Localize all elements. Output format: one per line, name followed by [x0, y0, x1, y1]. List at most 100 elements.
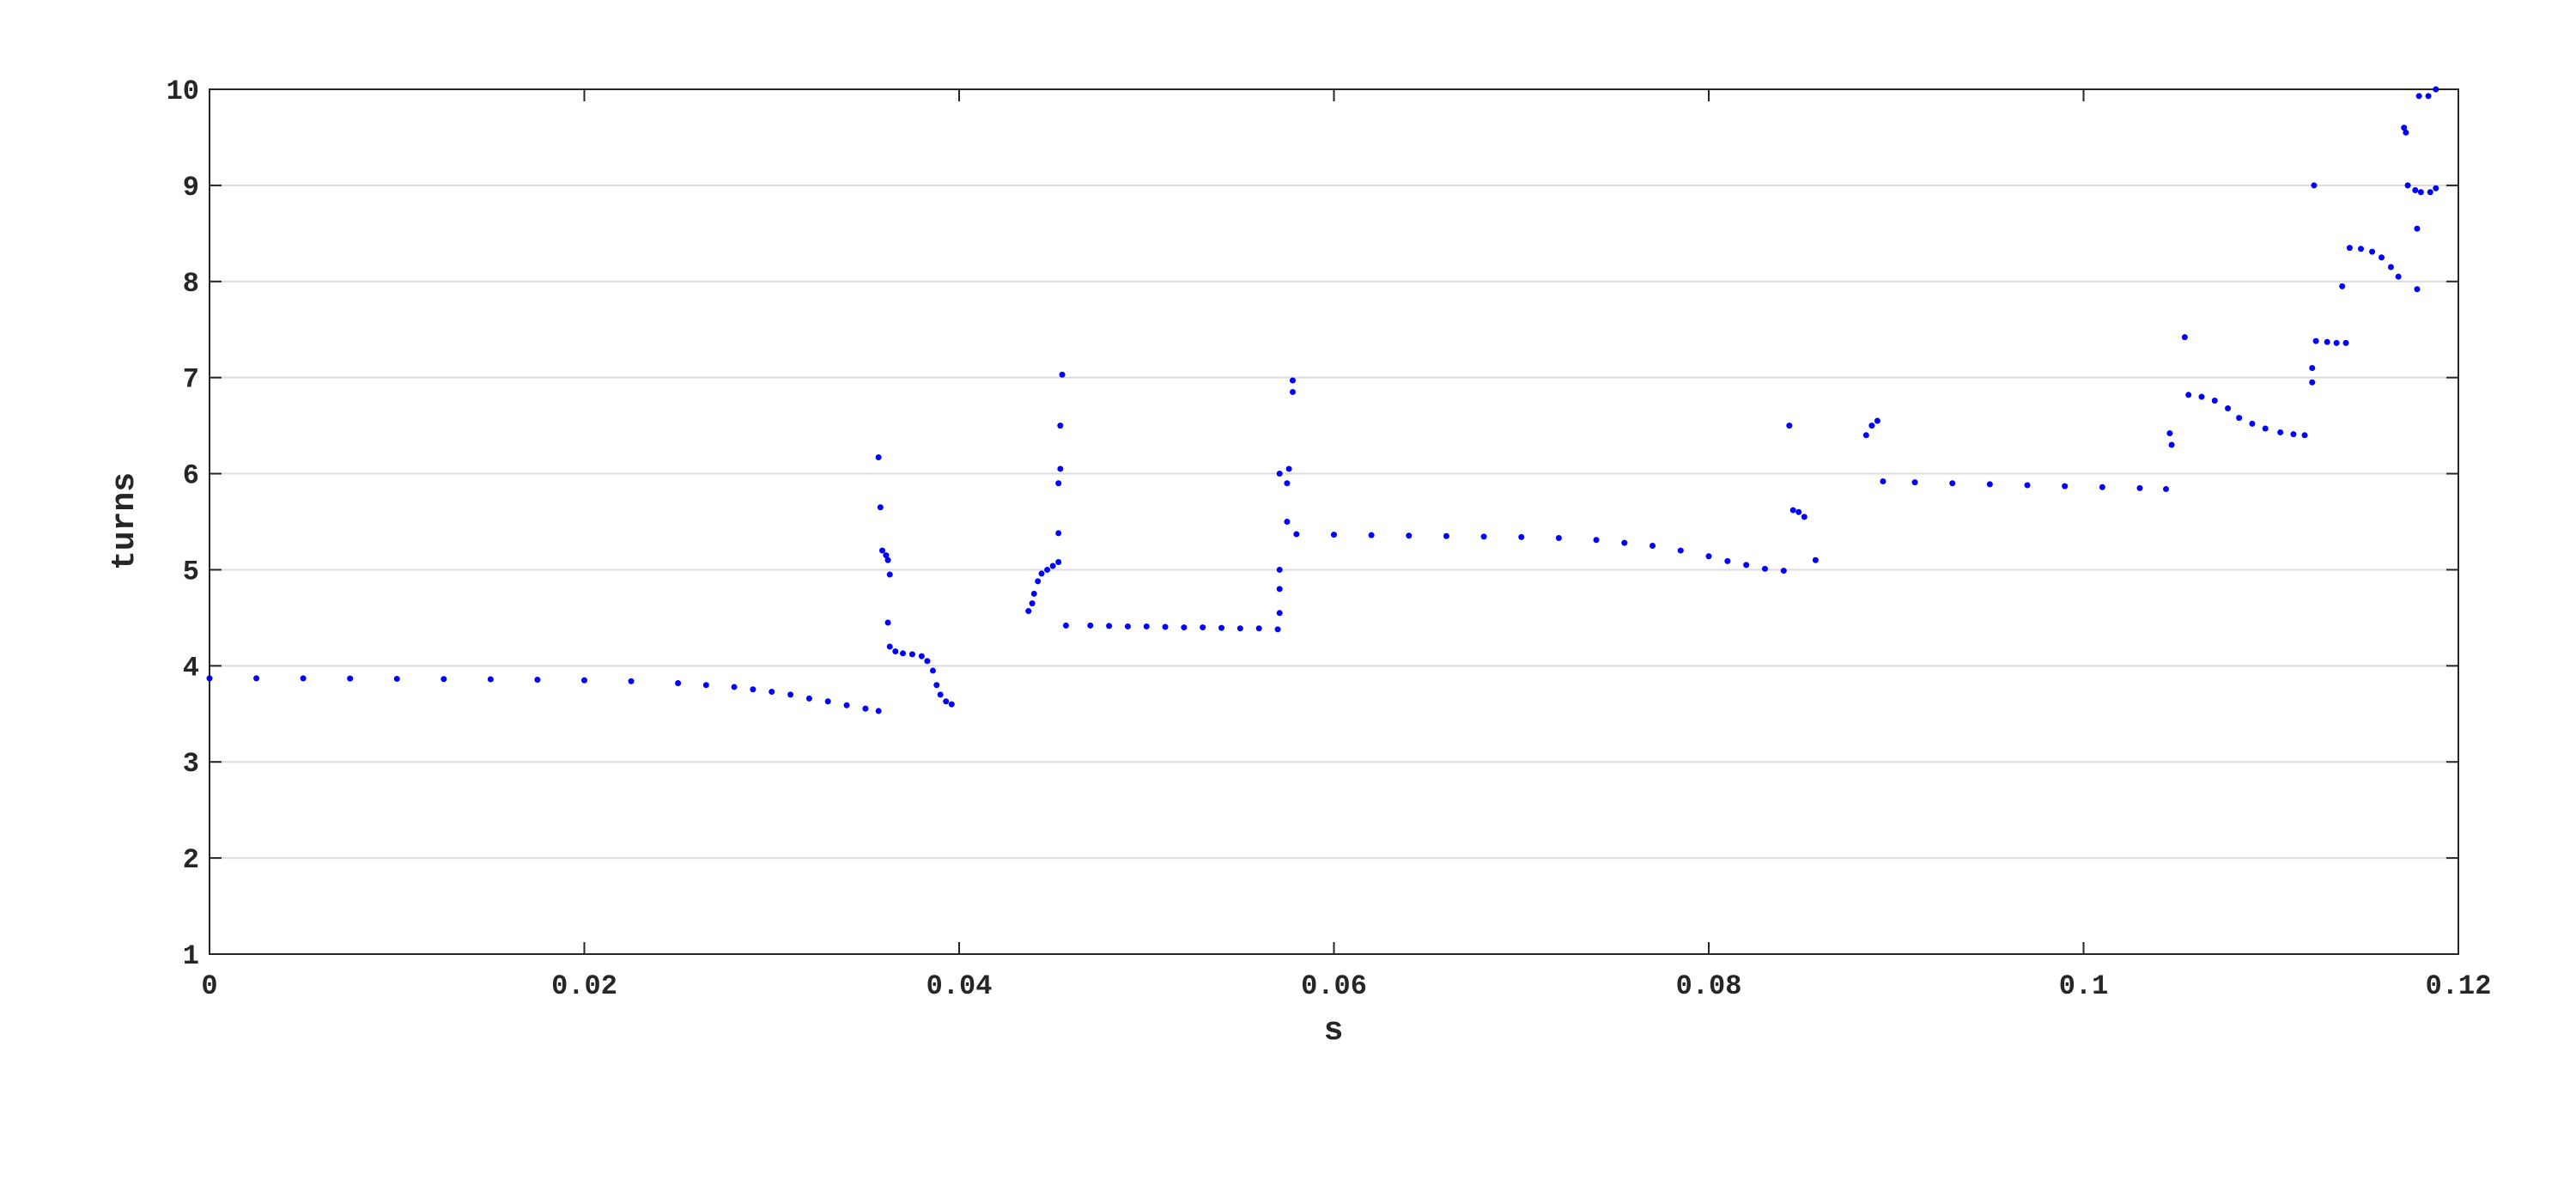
point [769, 689, 775, 696]
point [440, 676, 447, 683]
point [787, 691, 794, 698]
point [2404, 182, 2411, 189]
y-tick-label: 4 [183, 652, 199, 684]
point [1276, 586, 1283, 593]
point [1874, 417, 1880, 424]
point [2062, 483, 2069, 490]
y-tick-label: 2 [183, 844, 199, 876]
point [875, 708, 882, 714]
point [1200, 624, 1206, 631]
point [1724, 557, 1731, 564]
point [675, 679, 682, 686]
y-tick-label: 9 [183, 172, 199, 204]
point [1331, 532, 1337, 538]
plot-area [210, 89, 2458, 954]
point [862, 705, 869, 712]
point [2358, 246, 2365, 252]
point [884, 619, 891, 626]
point [948, 701, 955, 708]
point [2403, 129, 2409, 136]
point [2379, 254, 2385, 261]
point [2333, 339, 2340, 346]
point [2324, 338, 2330, 345]
point [886, 643, 893, 650]
point [843, 702, 850, 708]
point [1181, 624, 1188, 631]
point [1593, 537, 1600, 544]
point [2099, 483, 2105, 490]
point [2225, 404, 2232, 411]
point [534, 677, 541, 684]
point [2198, 393, 2205, 400]
point [1284, 519, 1291, 525]
point [1649, 542, 1656, 549]
point [2433, 185, 2439, 192]
point [2309, 364, 2316, 371]
point [1284, 480, 1291, 487]
point [805, 695, 812, 702]
point [2277, 429, 2284, 435]
point [1276, 566, 1283, 573]
point [1789, 507, 1796, 514]
point [2166, 430, 2173, 437]
point [1274, 626, 1281, 633]
y-tick-label: 10 [167, 76, 199, 107]
point [2312, 337, 2319, 344]
point [2433, 86, 2439, 93]
y-tick-label: 5 [183, 556, 199, 587]
point [1276, 610, 1283, 617]
point [206, 675, 213, 682]
y-tick-label: 6 [183, 460, 199, 492]
point [2417, 189, 2424, 196]
point [1780, 568, 1787, 575]
point [487, 676, 494, 683]
point [918, 653, 925, 660]
point [1236, 625, 1243, 632]
point [1743, 562, 1750, 569]
point [1293, 531, 1300, 538]
y-axis-label: turns [106, 472, 143, 570]
y-tick-label: 3 [183, 748, 199, 780]
point [2136, 484, 2143, 491]
x-tick-label: 0.12 [2426, 970, 2492, 1002]
axes-box [209, 88, 2459, 955]
point [2181, 334, 2188, 341]
point [886, 571, 893, 578]
point [1677, 547, 1684, 554]
point [2311, 182, 2318, 189]
point [1044, 566, 1051, 573]
point [2414, 286, 2421, 293]
point [877, 504, 884, 511]
y-tick-label: 1 [183, 940, 199, 972]
point [908, 651, 915, 658]
point [1801, 514, 1807, 520]
point [393, 675, 400, 682]
point [2427, 189, 2433, 196]
point [2387, 264, 2394, 271]
point [1062, 622, 1069, 629]
point [929, 667, 936, 674]
point [1868, 423, 1875, 429]
point [702, 682, 709, 689]
point [900, 650, 907, 657]
point [1812, 556, 1819, 563]
point [2236, 415, 2243, 422]
point [2168, 441, 2175, 448]
point [1055, 480, 1062, 487]
point [1289, 377, 1296, 384]
point [2346, 245, 2353, 252]
point [1057, 423, 1064, 429]
point [581, 677, 587, 684]
point [1406, 532, 1413, 539]
point [1029, 600, 1036, 607]
point [1518, 533, 1525, 540]
point [1289, 388, 1296, 395]
point [2309, 379, 2316, 386]
x-tick-label: 0.06 [1301, 970, 1367, 1002]
point [933, 682, 940, 689]
point [1038, 570, 1045, 577]
point [1057, 465, 1064, 472]
point [937, 691, 944, 698]
point [1761, 565, 1768, 572]
